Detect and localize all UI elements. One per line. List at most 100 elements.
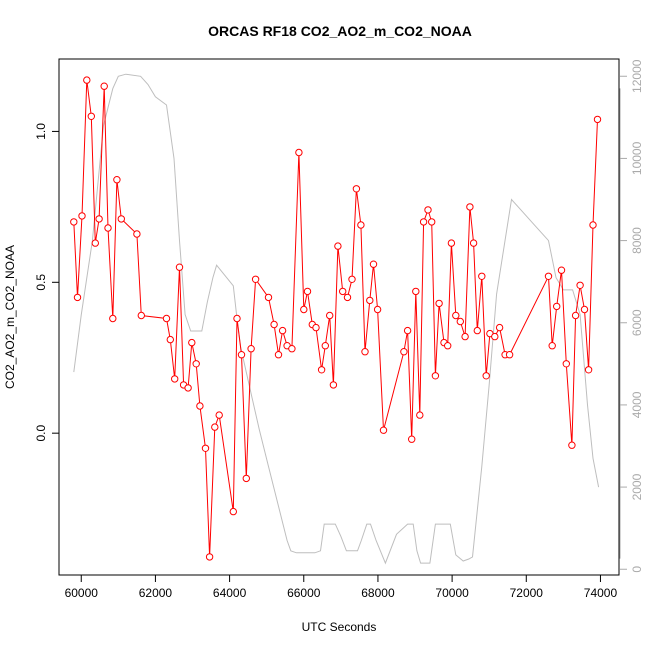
y-axis-label: CO2_AO2_m_CO2_NOAA [3,245,17,389]
data-point [95,215,103,223]
data-point [553,302,561,311]
data-point [576,281,584,289]
data-point [419,218,428,226]
chart-title: ORCAS RF18 CO2_AO2_m_CO2_NOAA [208,23,472,39]
data-point [162,314,171,323]
data-point [326,311,334,320]
data-point [242,474,251,483]
data-point [469,239,478,247]
x-axis-label: UTC Seconds [302,620,377,634]
data-point [369,260,378,268]
secondary-series-line [73,73,600,565]
data-point [137,311,146,320]
x-tick-label: 66000 [287,586,321,600]
plot-frame [58,58,620,576]
data-point [491,332,499,341]
data-point [166,335,175,344]
data-point [505,351,514,359]
data-point [233,314,241,323]
data-point [357,221,365,229]
data-point [562,360,570,368]
data-point [580,305,589,314]
data-point [133,230,141,238]
data-point [87,112,96,121]
data-point [461,332,469,341]
y2-tick-label: 10000 [630,141,644,175]
data-point [201,444,210,452]
data-point [196,402,204,410]
x-tick-label: 74000 [584,586,618,600]
x-tick-label: 62000 [139,586,173,600]
data-point [270,320,278,329]
data-point [473,326,481,335]
y2-tick-label: 12000 [630,59,644,93]
data-point [73,293,82,302]
y-tick-label: 1.0 [34,123,48,140]
data-point [403,326,412,335]
data-point [557,266,566,274]
x-tick-label: 72000 [510,586,544,600]
data-point [274,351,283,359]
data-point [312,323,320,332]
y2-axis: 0 2000 4000 6000 8000 10000 12000 [620,59,644,573]
data-point [435,299,443,308]
y2-tick-label: 2000 [630,473,644,500]
data-point [589,221,597,229]
y-tick-label: 0.5 [34,274,48,291]
data-point [113,176,121,184]
data-point [416,411,424,419]
data-point [300,305,308,314]
data-point [278,326,287,335]
data-point [379,426,388,434]
y2-tick-label: 4000 [630,391,644,418]
data-point [329,381,338,389]
data-point [91,239,100,247]
data-point [424,206,432,214]
data-point [117,215,126,223]
primary-series-group [70,76,602,561]
secondary-series-group [73,73,600,565]
data-point [184,384,192,392]
data-point [321,342,329,350]
primary-series-line [73,80,598,557]
data-point [288,345,296,353]
data-point [361,348,369,356]
data-point [544,272,553,280]
data-point [343,293,352,302]
data-point [205,553,214,561]
data-point [104,224,112,232]
data-point [215,411,223,419]
y2-tick-label: 0 [630,566,644,573]
data-point [70,218,78,226]
y-axis: 0.0 0.5 1.0 [34,123,59,442]
data-point [431,372,440,380]
data-point [373,305,382,314]
data-point [408,435,416,443]
x-tick-label: 68000 [361,586,395,600]
data-point [482,372,490,380]
x-tick-label: 60000 [65,586,99,600]
data-point [366,296,374,305]
data-point [352,185,361,193]
data-point [251,275,260,283]
data-point [334,242,342,250]
data-point [83,76,91,84]
x-axis: 60000 62000 64000 66000 68000 70000 72000 74000 [65,575,618,600]
data-point [593,115,602,124]
y2-tick-label: 6000 [630,309,644,336]
data-point [109,314,117,323]
data-point [478,272,486,280]
x-tick-label: 70000 [435,586,469,600]
data-point [211,423,219,431]
data-point [456,317,464,326]
data-point [171,375,179,383]
data-point [584,366,593,374]
y2-tick-label: 8000 [630,227,644,254]
data-point [339,287,347,296]
data-point [229,507,238,516]
data-point [568,441,576,449]
data-point [495,323,504,332]
data-point [428,218,436,226]
data-point [571,311,580,320]
data-point [175,263,184,271]
